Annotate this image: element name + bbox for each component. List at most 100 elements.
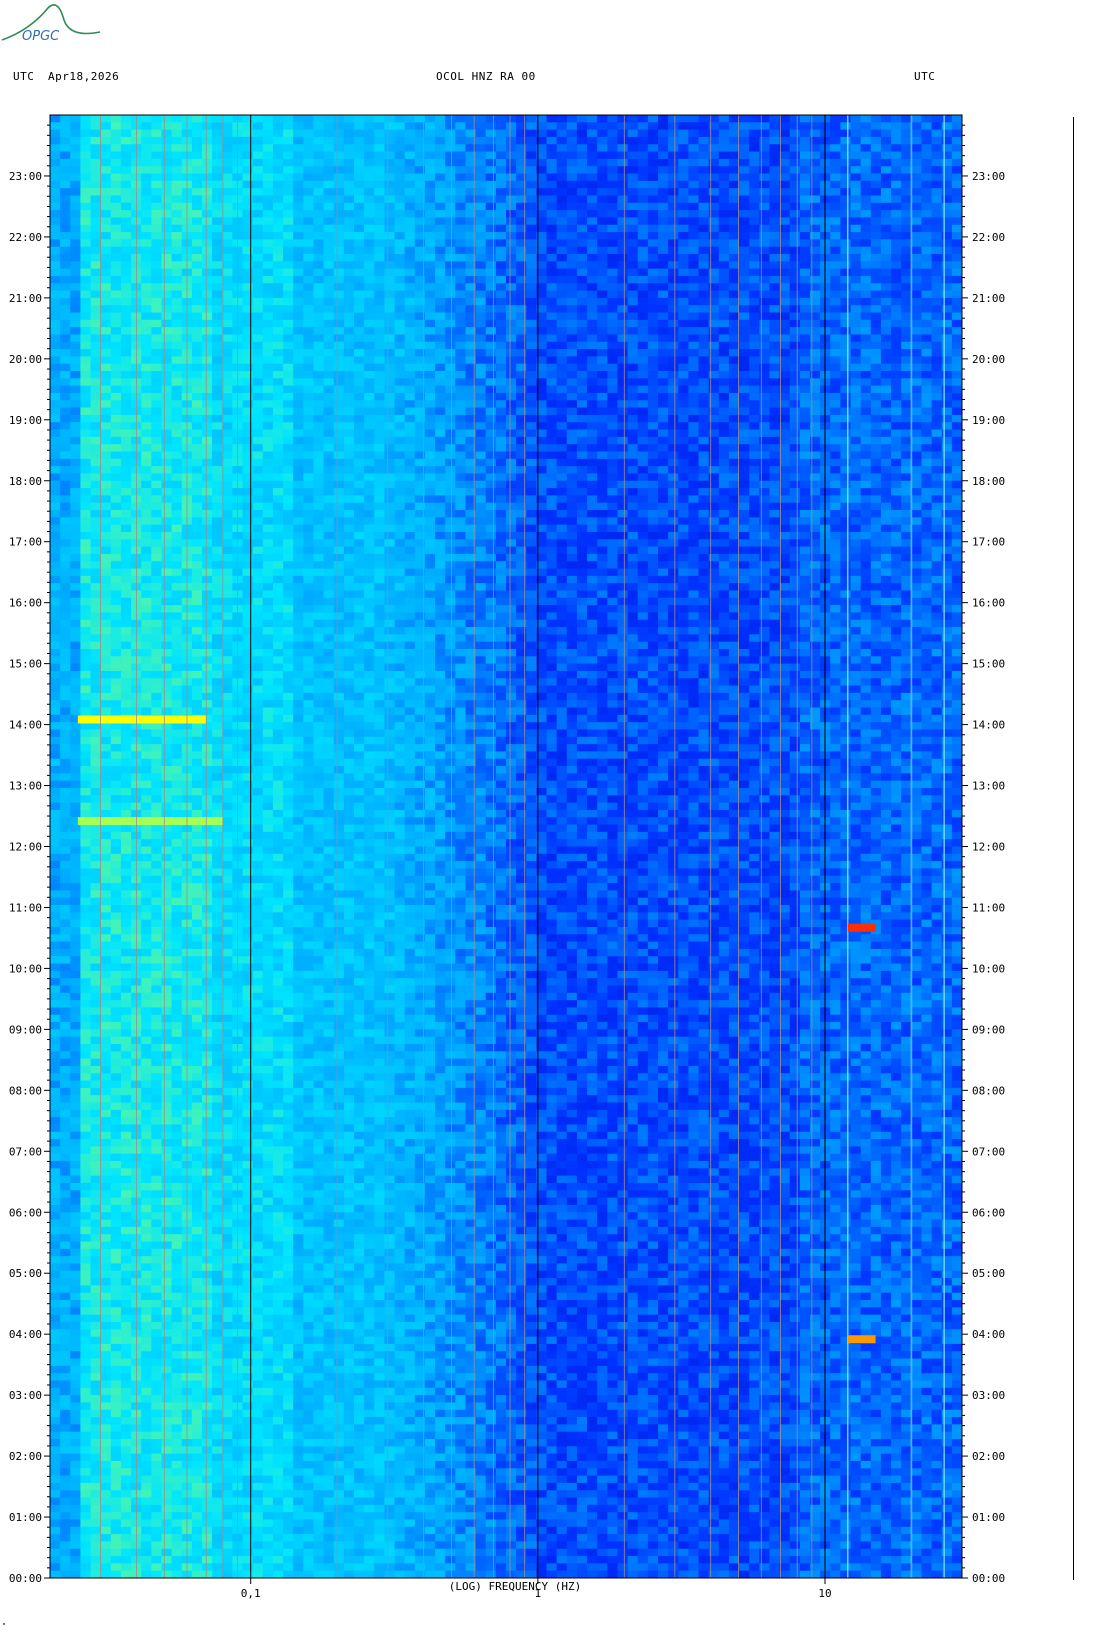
texture-cell	[90, 1541, 102, 1550]
texture-cell	[100, 685, 112, 694]
texture-cell	[222, 122, 233, 131]
texture-cell	[151, 414, 162, 423]
texture-cell	[120, 934, 132, 943]
texture-cell	[171, 744, 183, 752]
texture-cell	[242, 619, 254, 628]
texture-cell	[222, 1007, 233, 1016]
texture-cell	[100, 744, 112, 752]
texture-cell	[272, 312, 284, 321]
texture-cell	[161, 129, 173, 138]
texture-cell	[90, 356, 102, 365]
texture-cell	[242, 1197, 254, 1206]
texture-cell	[212, 115, 223, 123]
texture-cell	[50, 612, 61, 621]
texture-cell	[141, 1292, 152, 1301]
texture-cell	[212, 136, 223, 145]
texture-cell	[90, 1321, 102, 1330]
texture-cell	[191, 678, 203, 687]
texture-cell	[110, 605, 122, 613]
texture-cell	[212, 1124, 223, 1133]
texture-cell	[191, 685, 203, 694]
texture-cell	[191, 407, 203, 416]
texture-cell	[283, 1146, 294, 1155]
texture-cell	[191, 1109, 203, 1118]
texture-cell	[80, 290, 92, 299]
texture-cell	[90, 283, 102, 292]
texture-cell	[212, 766, 223, 774]
texture-cell	[151, 253, 162, 262]
texture-cell	[222, 663, 233, 672]
texture-cell	[222, 1014, 233, 1023]
texture-cell	[171, 1468, 183, 1477]
texture-cell	[60, 714, 71, 723]
texture-cell	[171, 1036, 183, 1045]
texture-cell	[283, 787, 294, 796]
texture-cell	[70, 422, 81, 431]
texture-cell	[60, 1065, 71, 1074]
texture-cell	[242, 356, 254, 365]
texture-cell	[283, 136, 294, 145]
texture-cell	[252, 195, 264, 204]
texture-cell	[262, 956, 274, 965]
texture-cell	[70, 744, 81, 752]
texture-cell	[272, 275, 284, 284]
texture-cell	[80, 1109, 92, 1118]
texture-cell	[293, 414, 304, 423]
texture-cell	[151, 261, 162, 270]
texture-cell	[191, 1358, 203, 1367]
texture-cell	[293, 1007, 304, 1016]
texture-cell	[212, 173, 223, 182]
texture-cell	[120, 283, 132, 292]
texture-cell	[161, 363, 173, 372]
texture-cell	[80, 1351, 92, 1360]
texture-cell	[141, 1278, 152, 1286]
texture-cell	[50, 1446, 61, 1455]
texture-cell	[202, 1387, 213, 1396]
texture-cell	[60, 334, 71, 343]
texture-cell	[222, 1102, 233, 1111]
texture-cell	[141, 407, 152, 416]
texture-cell	[80, 1446, 92, 1455]
texture-cell	[161, 1409, 173, 1418]
texture-cell	[90, 590, 102, 599]
texture-cell	[252, 1387, 264, 1396]
texture-cell	[222, 1263, 233, 1272]
texture-cell	[60, 590, 71, 599]
texture-cell	[283, 1482, 294, 1491]
texture-cell	[70, 1131, 81, 1140]
texture-cell	[161, 809, 173, 818]
texture-cell	[141, 422, 152, 431]
texture-cell	[60, 817, 71, 826]
texture-cell	[100, 575, 112, 584]
texture-cell	[252, 466, 264, 474]
texture-cell	[202, 151, 213, 160]
texture-cell	[120, 1541, 132, 1550]
texture-cell	[151, 795, 162, 804]
texture-cell	[283, 1570, 294, 1579]
texture-cell	[242, 1182, 254, 1191]
texture-cell	[222, 129, 233, 138]
texture-cell	[50, 758, 61, 767]
texture-cell	[120, 1095, 132, 1104]
texture-cell	[60, 239, 71, 248]
texture-cell	[70, 275, 81, 284]
texture-cell	[293, 1314, 304, 1323]
texture-cell	[283, 956, 294, 965]
texture-cell	[262, 1358, 274, 1367]
texture-cell	[252, 297, 264, 306]
texture-cell	[161, 1007, 173, 1016]
texture-cell	[252, 1409, 264, 1418]
texture-cell	[70, 780, 81, 789]
texture-cell	[141, 883, 152, 891]
texture-cell	[50, 495, 61, 504]
texture-cell	[110, 371, 122, 379]
texture-cell	[262, 1139, 274, 1147]
texture-cell	[202, 868, 213, 877]
texture-cell	[120, 1482, 132, 1491]
texture-cell	[100, 151, 112, 160]
texture-cell	[242, 948, 254, 957]
texture-cell	[70, 619, 81, 628]
texture-cell	[272, 744, 284, 752]
texture-cell	[242, 531, 254, 540]
texture-cell	[80, 1321, 92, 1330]
